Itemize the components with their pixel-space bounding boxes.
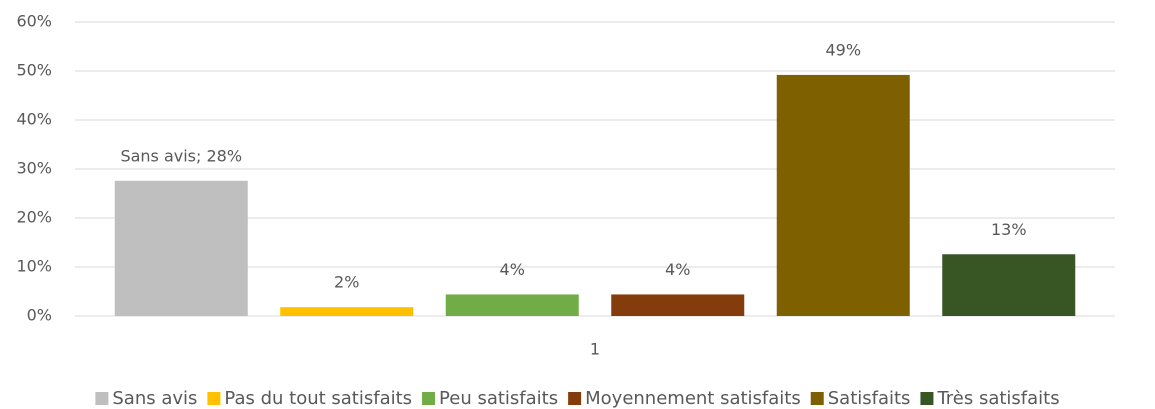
- bar: [114, 180, 248, 316]
- legend-label: Satisfaits: [828, 388, 911, 409]
- bar: [280, 307, 414, 316]
- data-label: 49%: [825, 40, 861, 59]
- data-label: Sans avis; 28%: [120, 146, 242, 165]
- legend-label: Très satisfaits: [936, 388, 1059, 409]
- legend-label: Peu satisfaits: [439, 388, 558, 409]
- legend-swatch: [920, 392, 934, 405]
- legend-swatch: [207, 392, 221, 405]
- data-label: 13%: [991, 220, 1027, 239]
- legend-swatch: [95, 392, 109, 405]
- y-tick-label: 50%: [16, 61, 52, 80]
- bar: [611, 294, 745, 316]
- legend-swatch: [422, 392, 436, 405]
- legend-label: Sans avis: [112, 388, 197, 409]
- y-tick-label: 0%: [27, 306, 52, 325]
- bar: [445, 294, 579, 316]
- bar: [776, 74, 910, 316]
- y-tick-label: 20%: [16, 208, 52, 227]
- data-label: 2%: [334, 273, 359, 292]
- y-tick-label: 30%: [16, 159, 52, 178]
- y-tick-label: 60%: [16, 12, 52, 31]
- bar: [942, 254, 1076, 316]
- data-label: 4%: [665, 260, 690, 279]
- data-label: 4%: [500, 260, 525, 279]
- legend-swatch: [568, 392, 582, 405]
- x-tick-label: 1: [590, 340, 600, 359]
- legend-label: Pas du tout satisfaits: [224, 388, 412, 409]
- y-tick-label: 40%: [16, 110, 52, 129]
- legend-label: Moyennement satisfaits: [585, 388, 801, 409]
- y-tick-label: 10%: [16, 257, 52, 276]
- legend-swatch: [810, 392, 824, 405]
